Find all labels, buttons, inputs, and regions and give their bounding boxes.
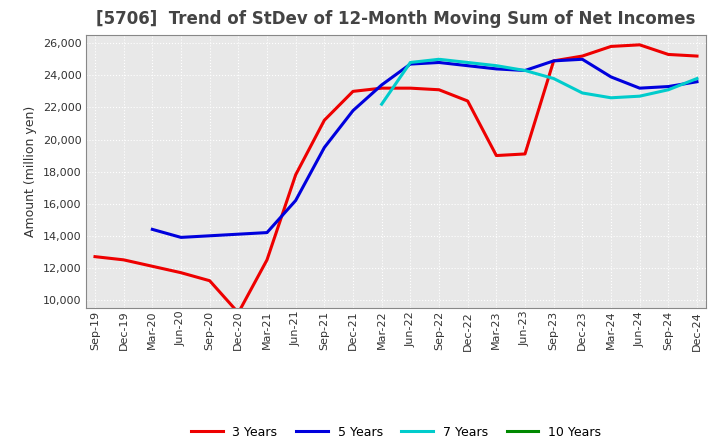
3 Years (320, 117, 328, 123)
7 Years (549, 76, 558, 81)
3 Years (521, 151, 529, 157)
Legend: 3 Years, 5 Years, 7 Years, 10 Years: 3 Years, 5 Years, 7 Years, 10 Years (186, 421, 606, 440)
7 Years (607, 95, 616, 100)
3 Years (549, 58, 558, 63)
5 Years (263, 230, 271, 235)
3 Years (377, 85, 386, 91)
5 Years (521, 68, 529, 73)
3 Years (120, 257, 128, 263)
5 Years (549, 58, 558, 63)
5 Years (292, 198, 300, 203)
Line: 3 Years: 3 Years (95, 45, 697, 313)
3 Years (693, 53, 701, 59)
7 Years (464, 60, 472, 65)
5 Years (406, 62, 415, 67)
3 Years (464, 99, 472, 104)
3 Years (176, 270, 185, 275)
7 Years (406, 60, 415, 65)
3 Years (635, 42, 644, 48)
5 Years (664, 84, 672, 89)
3 Years (263, 257, 271, 263)
5 Years (693, 79, 701, 84)
7 Years (664, 87, 672, 92)
7 Years (635, 94, 644, 99)
3 Years (607, 44, 616, 49)
7 Years (435, 57, 444, 62)
Line: 7 Years: 7 Years (382, 59, 697, 104)
5 Years (348, 108, 357, 113)
5 Years (578, 57, 587, 62)
Y-axis label: Amount (million yen): Amount (million yen) (24, 106, 37, 237)
5 Years (234, 231, 243, 237)
3 Years (205, 278, 214, 283)
3 Years (664, 52, 672, 57)
3 Years (234, 310, 243, 315)
3 Years (435, 87, 444, 92)
7 Years (693, 76, 701, 81)
5 Years (607, 74, 616, 80)
5 Years (435, 60, 444, 65)
Title: [5706]  Trend of StDev of 12-Month Moving Sum of Net Incomes: [5706] Trend of StDev of 12-Month Moving… (96, 10, 696, 28)
Line: 5 Years: 5 Years (153, 59, 697, 238)
3 Years (148, 264, 157, 269)
3 Years (348, 89, 357, 94)
7 Years (377, 102, 386, 107)
5 Years (377, 82, 386, 88)
5 Years (148, 227, 157, 232)
5 Years (205, 233, 214, 238)
3 Years (492, 153, 500, 158)
3 Years (578, 53, 587, 59)
7 Years (492, 63, 500, 68)
3 Years (292, 172, 300, 177)
5 Years (635, 85, 644, 91)
5 Years (464, 63, 472, 68)
3 Years (406, 85, 415, 91)
5 Years (176, 235, 185, 240)
7 Years (578, 90, 587, 95)
3 Years (91, 254, 99, 259)
5 Years (492, 66, 500, 72)
7 Years (521, 68, 529, 73)
5 Years (320, 145, 328, 150)
